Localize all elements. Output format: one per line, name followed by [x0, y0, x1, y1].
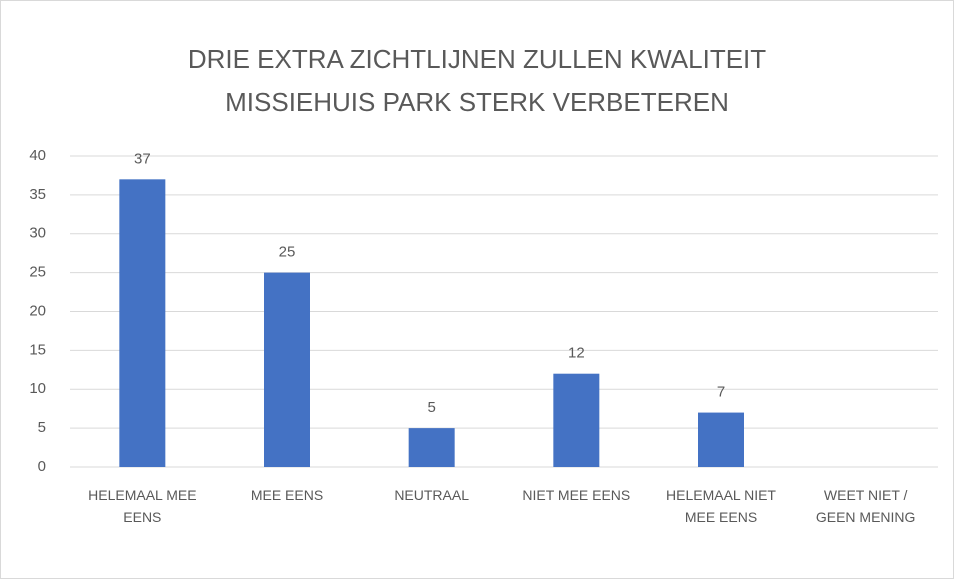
bar	[264, 272, 310, 467]
y-tick-label: 10	[29, 380, 46, 397]
y-tick-label: 30	[29, 225, 46, 242]
x-tick-label: WEET NIET / GEEN MENING	[815, 487, 916, 525]
bar	[698, 412, 744, 467]
data-label: 7	[717, 384, 725, 401]
bar	[119, 179, 166, 467]
y-tick-label: 5	[38, 419, 46, 436]
x-tick-label: HELEMAAL MEE EENS	[88, 487, 197, 525]
data-label: 37	[134, 150, 151, 167]
x-tick-label: NIET MEE EENS	[522, 487, 631, 503]
data-label: 5	[427, 399, 435, 416]
data-label: 12	[568, 345, 585, 362]
y-tick-label: 15	[29, 341, 46, 358]
bar	[408, 428, 455, 467]
y-tick-label: 40	[29, 147, 46, 164]
y-tick-label: 25	[29, 264, 46, 281]
y-tick-label: 20	[29, 302, 46, 319]
bar	[553, 373, 600, 467]
x-tick-label: MEE EENS	[250, 487, 324, 503]
data-label: 25	[279, 244, 296, 261]
chart-title: DRIE EXTRA ZICHTLIJNEN ZULLEN KWALITEIT …	[187, 44, 767, 117]
y-tick-label: 0	[38, 458, 46, 475]
x-tick-label: NEUTRAAL	[394, 487, 469, 503]
x-tick-label: HELEMAAL NIET MEE EENS	[666, 487, 776, 525]
y-tick-label: 35	[29, 186, 46, 203]
